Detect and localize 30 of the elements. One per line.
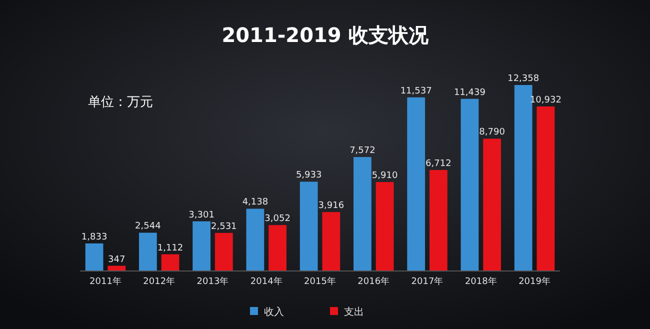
data-label: 6,712 [426,158,452,169]
x-tick-label: 2011年 [90,276,122,287]
annotation: 单位：万元 [88,95,153,110]
data-label: 5,933 [296,170,322,181]
x-tick-label: 2016年 [358,276,390,287]
data-label: 3,052 [264,214,290,224]
data-label: 7,572 [350,146,376,156]
x-tick-label: 2019年 [518,276,550,287]
data-label: 4,138 [242,198,268,208]
data-label: 11,537 [400,86,432,96]
data-label: 11,439 [454,88,486,98]
x-tick-label: 2012年 [143,276,176,287]
x-tick-label: 2014年 [250,276,282,287]
data-label: 12,358 [508,74,540,84]
chart-title: 2011-2019 收支状况 [222,23,430,47]
x-tick-label: 2015年 [304,276,336,287]
x-tick-label: 2013年 [196,276,229,287]
data-label: 347 [108,254,126,265]
data-label: 2,531 [211,222,237,232]
data-label: 1,833 [81,232,108,242]
data-label: 2,544 [135,222,162,232]
data-label: 8,790 [479,128,506,138]
data-label: 3,916 [318,201,344,212]
data-label: 3,301 [188,210,214,220]
x-tick-label: 2017年 [411,276,444,287]
legend-label: 支出 [344,306,364,318]
data-label: 5,910 [372,171,398,182]
data-label: 1,112 [157,243,184,254]
legend-label: 收入 [264,306,284,318]
x-tick-label: 2018年 [464,276,497,287]
